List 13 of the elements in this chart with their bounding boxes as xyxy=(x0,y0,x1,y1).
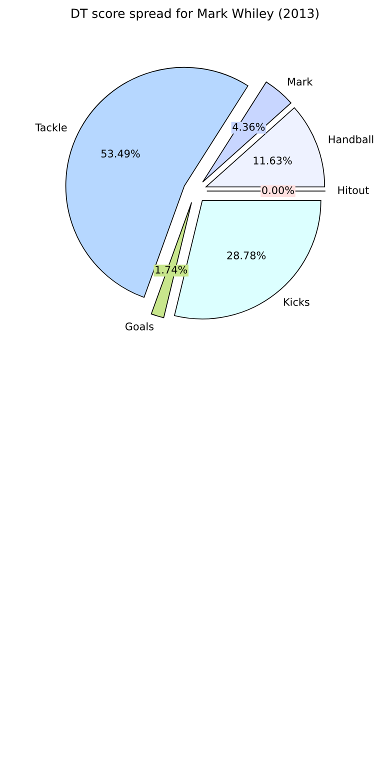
slice-label: Goals xyxy=(125,322,154,330)
data-label: 11.63% xyxy=(254,156,292,164)
slice-label: Handball xyxy=(328,135,374,144)
slice-label: Tackle xyxy=(35,123,67,132)
slice-label: Kicks xyxy=(284,298,310,306)
data-label: 53.49% xyxy=(101,150,140,158)
slice-label: Mark xyxy=(288,78,313,86)
data-label: 28.78% xyxy=(227,251,266,260)
category-label: Hitout xyxy=(338,186,369,194)
data-label: 1.74% xyxy=(156,266,188,274)
chart-title: DT score spread for Mark Whiley (2013) xyxy=(72,8,319,20)
text: 0.00% xyxy=(262,186,294,194)
data-label: 4.36% xyxy=(232,122,265,131)
